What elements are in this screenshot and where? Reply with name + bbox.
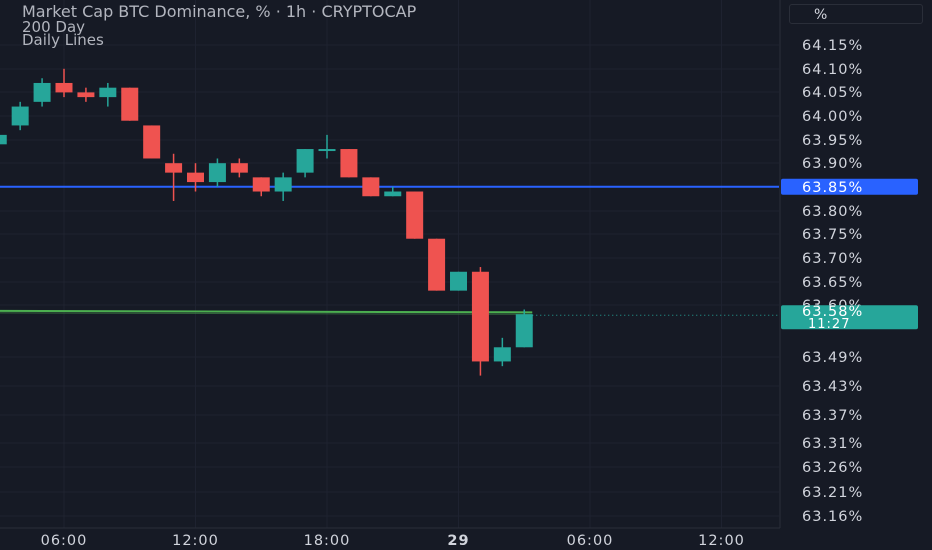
- ma-200-line: [0, 309, 533, 314]
- price-tick-label: 63.49%: [802, 350, 863, 366]
- candle-up: [0, 134, 7, 145]
- candle-up: [99, 87, 117, 98]
- price-tick-label: 63.43%: [802, 379, 863, 395]
- candle-up: [33, 82, 51, 102]
- price-tick-label: 63.70%: [802, 251, 863, 267]
- candle-up: [318, 149, 336, 152]
- candle-up: [11, 106, 29, 126]
- price-tick-label: 64.00%: [802, 109, 863, 125]
- daily-line-price-label: 63.85%: [802, 180, 863, 196]
- candle-down: [143, 125, 161, 159]
- price-tick-label: 64.05%: [802, 85, 863, 101]
- candle-down: [121, 87, 139, 121]
- price-tick-label: 63.80%: [802, 204, 863, 220]
- candle-down: [55, 82, 73, 93]
- ma-200-line-shadow: [0, 312, 533, 315]
- candle-down: [230, 163, 248, 173]
- candle-down: [187, 172, 205, 183]
- candle-down: [77, 92, 95, 98]
- candle-down: [362, 177, 380, 197]
- price-tick-label: 63.90%: [802, 156, 863, 172]
- time-tick-label: 12:00: [698, 533, 745, 549]
- time-tick-label: 06:00: [41, 533, 88, 549]
- price-tick-label: 64.10%: [802, 62, 863, 78]
- time-tick-label: 18:00: [304, 533, 351, 549]
- candle-down: [406, 191, 424, 239]
- time-tick-label: 29: [447, 533, 469, 549]
- price-tick-label: 63.26%: [802, 460, 863, 476]
- candle-down: [471, 271, 489, 362]
- price-tick-label: 63.37%: [802, 408, 863, 424]
- candle-down: [428, 238, 446, 291]
- indicator-200-day[interactable]: 200 Day: [22, 18, 86, 36]
- candle-up: [515, 314, 533, 348]
- candle-up: [493, 347, 511, 362]
- daily-line-price-label-bg: [781, 178, 918, 195]
- candle-down: [165, 163, 183, 173]
- candle-down: [252, 177, 270, 192]
- countdown-label: 11:27: [808, 317, 850, 332]
- indicator-daily-lines[interactable]: Daily Lines: [22, 31, 104, 49]
- price-tick-label: 63.31%: [802, 436, 863, 452]
- time-tick-label: 12:00: [172, 533, 219, 549]
- candle-up: [296, 149, 314, 173]
- candle-up: [450, 271, 468, 291]
- last-price-label: 63.58%: [802, 304, 863, 320]
- time-tick-label: 06:00: [567, 533, 614, 549]
- last-price-label-bg: [781, 305, 918, 330]
- price-tick-label: 63.65%: [802, 275, 863, 291]
- price-tick-label: 63.21%: [802, 485, 863, 501]
- price-tick-label: 64.15%: [802, 38, 863, 54]
- unit-selector-button[interactable]: %: [789, 4, 923, 24]
- candle-up: [274, 177, 292, 192]
- candle-down: [340, 149, 358, 178]
- candle-up: [208, 163, 226, 183]
- price-tick-label: 63.75%: [802, 227, 863, 243]
- candle-up: [384, 191, 402, 197]
- price-tick-label: 63.16%: [802, 509, 863, 525]
- chart-title: Market Cap BTC Dominance, % · 1h · CRYPT…: [22, 2, 417, 21]
- price-tick-label: 63.95%: [802, 133, 863, 149]
